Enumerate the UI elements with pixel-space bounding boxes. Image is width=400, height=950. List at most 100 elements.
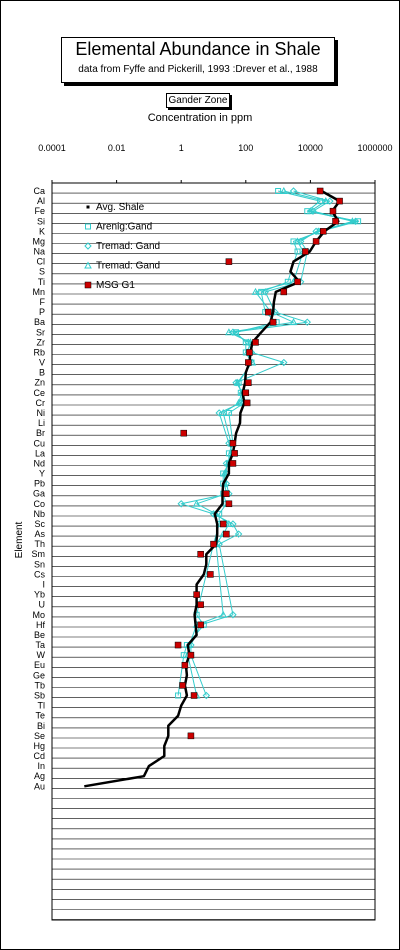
data-point [231, 450, 238, 457]
y-tick-label: In [37, 761, 45, 771]
data-point [303, 318, 311, 326]
data-point [306, 207, 315, 215]
data-point [219, 408, 228, 416]
y-tick-label: Sn [34, 559, 45, 569]
y-tick-label: Yb [34, 590, 45, 600]
y-tick-label: Tb [34, 680, 45, 690]
y-tick-label: Br [36, 428, 45, 438]
legend: Avg. Shale Arenig:Gand Tremad: Gand Tremad:… [84, 202, 160, 291]
data-point [219, 610, 228, 618]
legend-label: Avg. Shale [96, 202, 145, 213]
data-point [329, 207, 337, 215]
x-tick-label: 1000000 [357, 143, 392, 153]
chart-title: Elemental Abundance in Shale [75, 39, 321, 59]
y-tick-label: Mg [32, 236, 45, 246]
y-tick-label: Nb [33, 509, 45, 519]
x-axis-label: Concentration in ppm [147, 112, 253, 124]
y-tick-label: Ce [33, 388, 45, 398]
y-tick-label: I [42, 580, 45, 590]
legend-swatch [84, 281, 92, 289]
data-point [187, 732, 195, 740]
series-layer [84, 186, 362, 788]
plot-area-border [51, 182, 376, 921]
data-point [280, 288, 288, 296]
y-tick-label: Zn [34, 378, 45, 388]
y-tick-label: S [39, 267, 45, 277]
y-tick-label: Ca [33, 186, 45, 196]
y-tick-label: Cl [37, 257, 46, 267]
data-point [269, 318, 277, 326]
legend-swatch [84, 261, 92, 269]
data-point [251, 287, 260, 295]
data-point [220, 469, 229, 477]
series-line [180, 190, 357, 696]
data-point [197, 621, 204, 629]
y-tick-label: Be [34, 630, 45, 640]
series-line [177, 190, 359, 696]
data-point [265, 308, 272, 316]
data-point [223, 530, 230, 538]
axes: 0.0001 0.01 1 100 10000 1000000CaAlFeSiKMgNaC… [14, 143, 393, 921]
data-point [348, 217, 357, 225]
data-point [243, 399, 251, 407]
data-point [225, 409, 232, 416]
y-tick-label: K [39, 226, 45, 236]
legend-label: Tremad: Gand [96, 241, 160, 252]
data-point [316, 187, 324, 195]
data-point [326, 197, 334, 205]
series-line [187, 190, 353, 696]
y-tick-label: Al [37, 196, 45, 206]
legend-label: Tremad: Gand [96, 261, 160, 272]
data-point [294, 248, 301, 255]
legend-swatch [86, 205, 90, 209]
data-point [336, 197, 343, 205]
data-point [197, 601, 204, 608]
data-point [280, 358, 288, 367]
data-point [242, 389, 250, 397]
y-tick-label: Sb [34, 691, 45, 701]
data-point [187, 651, 195, 659]
data-point [180, 429, 188, 437]
data-point [284, 278, 291, 285]
data-point [245, 379, 252, 386]
data-point [246, 349, 253, 356]
x-tick-label: 0.01 [108, 143, 126, 153]
data-point [234, 398, 243, 406]
data-point [302, 248, 309, 255]
data-point [215, 409, 223, 417]
data-point [234, 530, 243, 538]
y-tick-label: Hf [36, 620, 45, 630]
y-tick-label: Mn [32, 287, 45, 297]
y-tick-label: Y [39, 469, 45, 479]
y-tick-label: Pb [34, 479, 45, 489]
y-tick-label: Sr [36, 327, 45, 337]
data-point [181, 661, 189, 669]
x-tick-label: 100 [238, 143, 253, 153]
data-point [261, 288, 269, 296]
data-point [229, 611, 237, 619]
data-point [223, 490, 230, 497]
y-tick-label: V [39, 358, 45, 368]
y-tick-label: Mo [32, 610, 45, 620]
data-point [177, 500, 185, 508]
data-point [258, 288, 265, 295]
legend-swatch [85, 223, 91, 230]
gander-zone-label: Gander Zone [166, 93, 230, 108]
data-point [197, 550, 204, 558]
y-tick-label: Co [33, 499, 45, 509]
data-point [312, 238, 320, 245]
data-point [193, 591, 200, 598]
x-tick-label: 0.0001 [38, 143, 66, 153]
y-tick-label: Sm [32, 549, 46, 559]
y-tick-label: As [34, 529, 45, 539]
legend-swatch [84, 242, 92, 250]
data-point [293, 237, 302, 245]
data-point [229, 440, 237, 447]
data-point [202, 691, 211, 700]
data-point [225, 328, 233, 336]
y-tick-label: Bi [37, 721, 45, 731]
data-point [252, 339, 259, 346]
y-tick-label: W [37, 650, 46, 660]
